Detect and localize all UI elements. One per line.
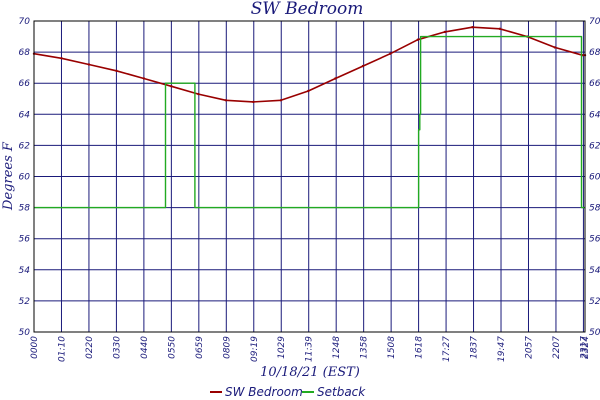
y-tick-label-left: 62 — [19, 141, 31, 151]
x-tick-label: 1618 — [415, 336, 425, 359]
y-tick-label-right: 50 — [589, 328, 600, 338]
series-line-sw-bedroom — [33, 26, 585, 103]
data-point — [142, 77, 146, 80]
y-tick-label-left: 68 — [19, 48, 31, 58]
series-lines — [32, 26, 587, 209]
x-tick-label: 0550 — [167, 336, 177, 359]
data-point — [60, 57, 63, 60]
y-tick-label-right: 60 — [589, 173, 600, 183]
data-point — [443, 30, 447, 34]
x-axis-label: 10/18/21 (EST) — [260, 365, 360, 380]
plot-frame — [33, 20, 586, 333]
x-tick-label: 1029 — [277, 336, 287, 359]
x-tick-label: 17:27 — [442, 336, 452, 362]
x-tick-label: 0000 — [30, 336, 40, 359]
x-tick-label: 1837 — [470, 336, 480, 359]
data-point — [498, 27, 501, 30]
x-tick-label: 01:10 — [57, 336, 67, 362]
grid — [33, 20, 586, 333]
data-point — [553, 46, 556, 49]
x-tick-label: 0659 — [195, 336, 205, 359]
y-tick-label-right: 64 — [589, 110, 600, 120]
y-tick-label-right: 62 — [589, 141, 600, 151]
data-point — [471, 26, 474, 29]
y-tick-label-right: 52 — [589, 297, 600, 307]
x-tick-label: 2057 — [524, 336, 534, 359]
x-tick-label: 2207 — [552, 336, 562, 359]
x-tick-label: 1248 — [332, 336, 342, 359]
legend: SW Bedroom Setback — [210, 385, 366, 399]
data-point — [87, 63, 91, 66]
x-tick-label: 0809 — [222, 336, 232, 359]
y-tick-label-left: 70 — [19, 17, 31, 27]
y-tick-label-left: 50 — [19, 328, 31, 338]
data-point — [197, 92, 200, 96]
data-point — [389, 52, 392, 55]
x-tick-label: 0440 — [140, 336, 150, 359]
chart-title: SW Bedroom — [251, 0, 364, 19]
y-tick-label-right: 56 — [589, 235, 600, 245]
data-point — [416, 38, 419, 41]
data-point — [361, 64, 365, 68]
data-point — [252, 100, 255, 104]
legend-label-setback: Setback — [317, 385, 366, 399]
y-tick-label-right: 70 — [589, 17, 600, 27]
y-tick-label-right: 54 — [589, 266, 600, 276]
y-axis-label: Degrees F — [1, 141, 16, 211]
x-tick-labels: 0000 01:10 0220 0330 0440 0550 0659 0809 09:19 10… — [30, 336, 591, 362]
x-tick-label: 11:39 — [305, 336, 315, 362]
x-tick-label: 0220 — [85, 336, 95, 359]
data-point — [115, 69, 118, 73]
y-tick-labels-left: 50 52 54 56 58 60 62 64 66 68 70 — [19, 17, 31, 338]
y-tick-label-right: 68 — [589, 48, 600, 58]
y-tick-label-right: 66 — [589, 79, 600, 89]
data-point — [334, 77, 337, 80]
data-point — [170, 85, 173, 88]
legend-label-sw-bedroom: SW Bedroom — [225, 385, 303, 399]
x-tick-label: 2324 — [581, 336, 591, 359]
x-tick-label: 1508 — [387, 336, 397, 359]
x-tick-label: 09:19 — [250, 336, 260, 362]
x-tick-label: 1358 — [360, 336, 370, 359]
data-point — [307, 89, 310, 93]
x-tick-label: 2317 — [579, 336, 589, 359]
data-point — [224, 99, 228, 102]
data-point — [279, 99, 283, 102]
y-tick-labels-right: 50 52 54 56 58 60 62 64 66 68 70 — [589, 17, 600, 338]
x-tick-label: 0330 — [112, 336, 122, 359]
y-tick-label-right: 58 — [589, 204, 600, 214]
y-tick-label-left: 52 — [19, 297, 31, 307]
y-tick-label-left: 60 — [19, 173, 31, 183]
series-line-setback — [34, 35, 585, 209]
x-tick-label: 19:47 — [497, 336, 507, 362]
y-tick-label-left: 66 — [19, 79, 31, 89]
y-tick-label-left: 58 — [19, 204, 31, 214]
y-tick-label-left: 56 — [19, 235, 31, 245]
y-tick-label-left: 54 — [19, 266, 31, 276]
y-tick-label-left: 64 — [19, 110, 31, 120]
